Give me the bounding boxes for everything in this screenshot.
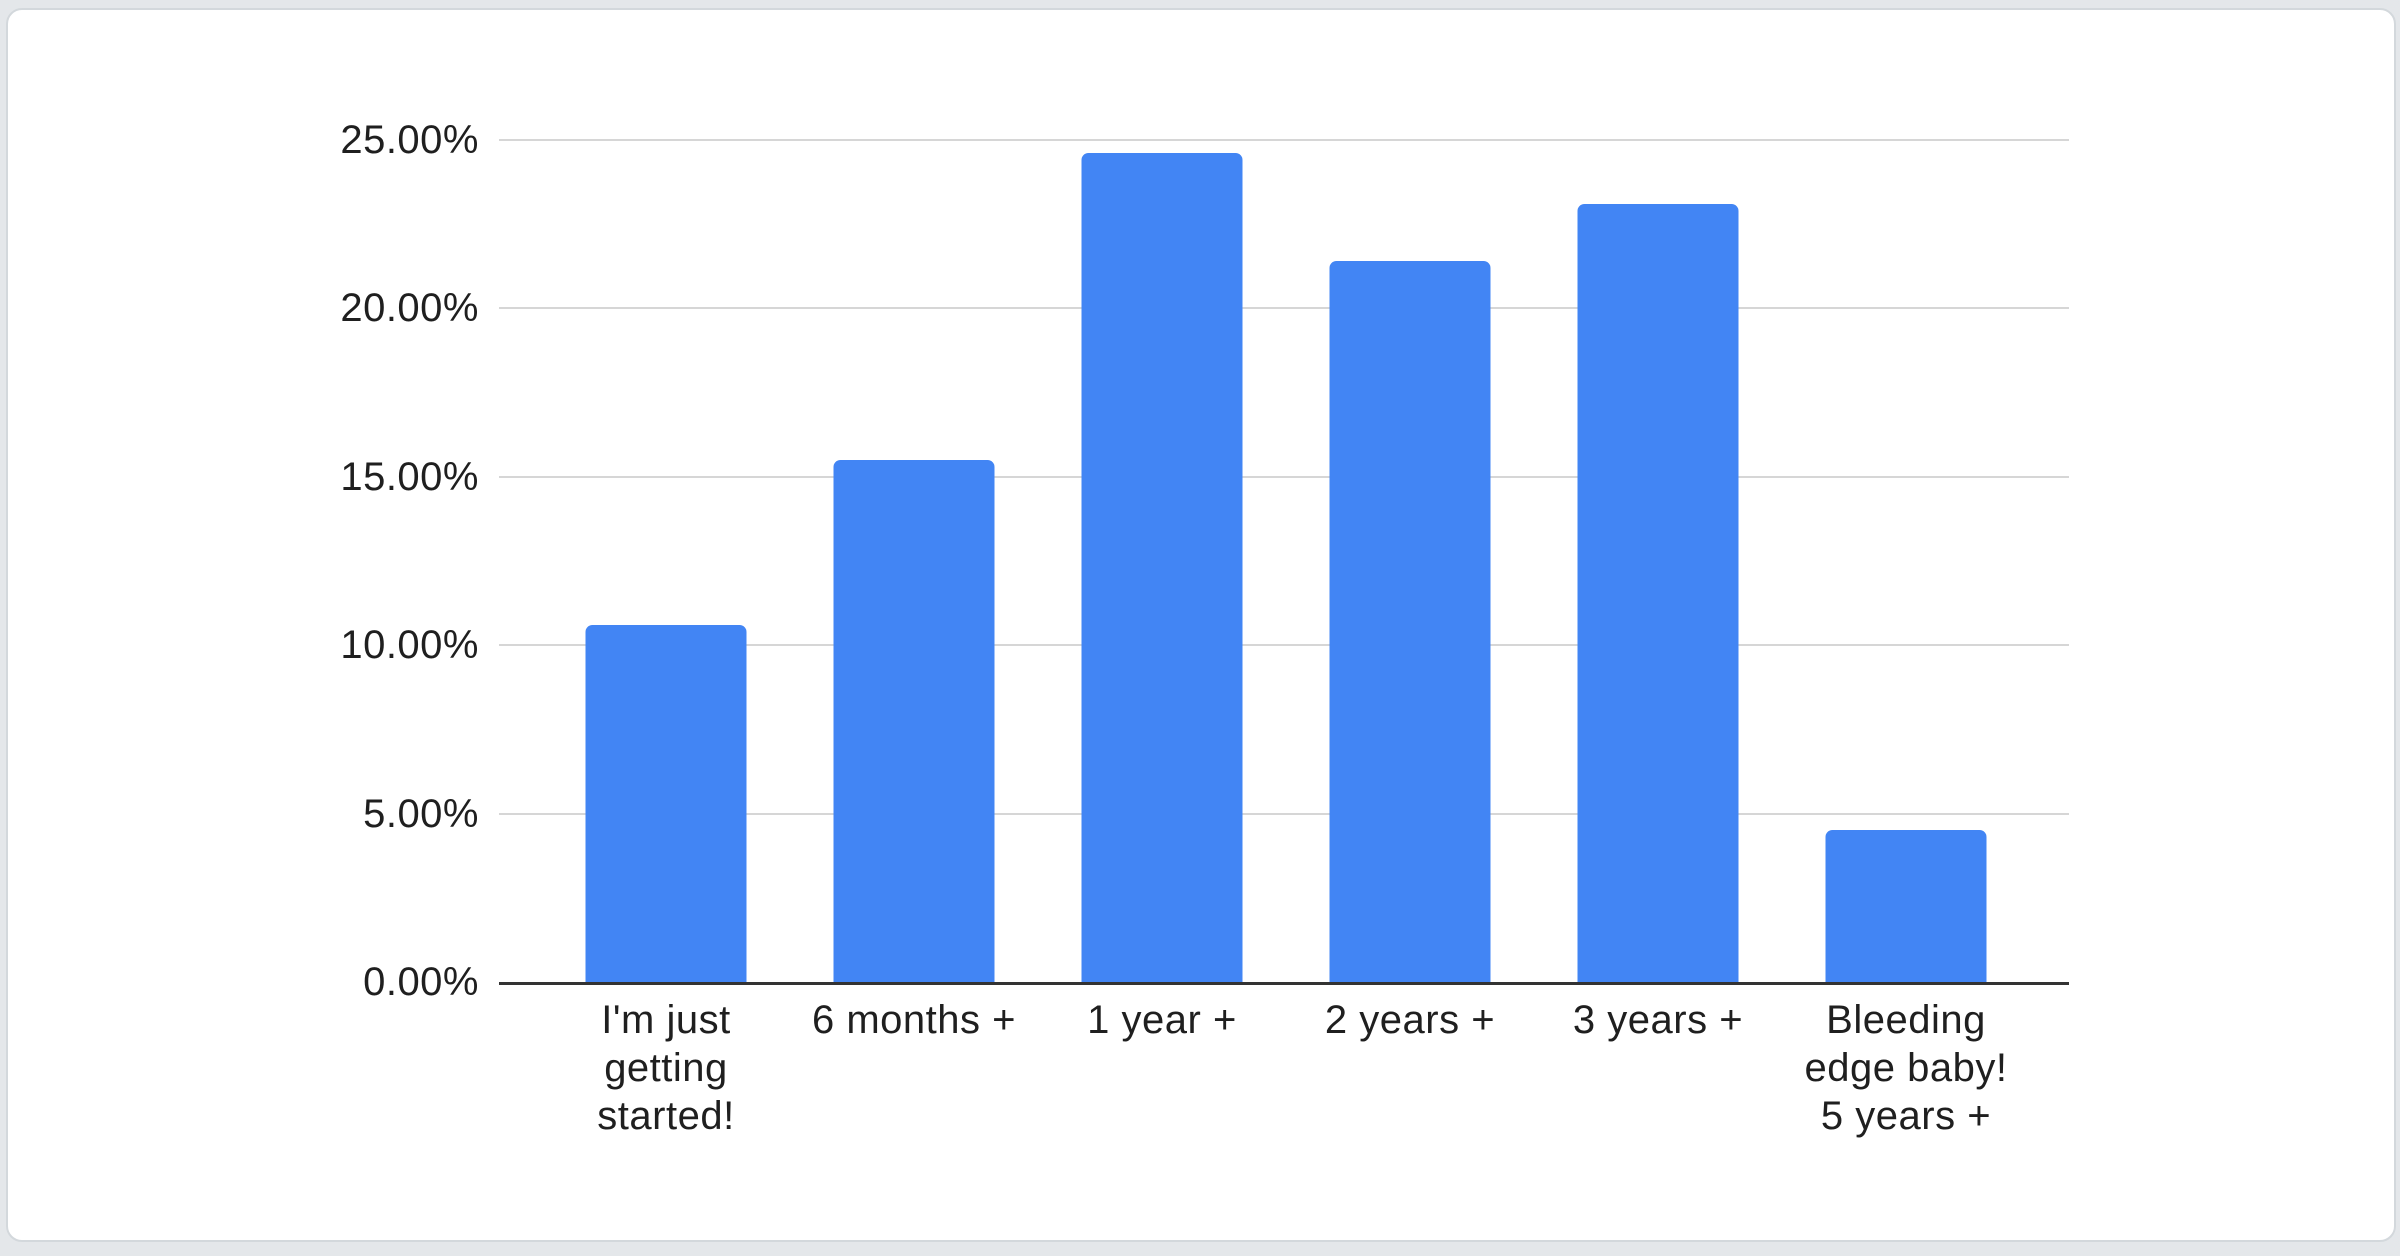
x-axis: I'm just getting started! 6 months + 1 yea… [499,996,2069,1196]
gridline [499,139,2069,141]
bar-6[interactable] [1825,830,1987,982]
gridline [499,644,2069,647]
y-axis-tick-label: 15.00% [340,454,479,499]
x-axis-tick-label: 3 years + [1572,998,1744,1042]
x-axis-tick-label: Bleeding edge baby! 5 years + [1804,998,2008,1138]
chart-card: 0.00% 5.00% 10.00% 15.00% 20.00% 25.00% I'm j… [6,8,2396,1242]
bar-chart: 0.00% 5.00% 10.00% 15.00% 20.00% 25.00% I'm j… [8,10,2394,1240]
y-axis-tick-label: 0.00% [363,960,479,1004]
x-axis-tick-label: 1 year + [1087,998,1237,1042]
bar-3[interactable] [1081,153,1243,982]
y-axis-tick-label: 10.00% [340,623,479,668]
gridline [499,475,2069,478]
x-axis-tick-label: 6 months + [811,998,1016,1042]
gridline [499,307,2069,310]
y-axis-tick-label: 5.00% [363,791,479,836]
bar-2[interactable] [833,459,995,982]
x-axis-tick-label: I'm just getting started! [597,998,735,1138]
y-axis: 0.00% 5.00% 10.00% 15.00% 20.00% 25.00% [8,120,479,1002]
y-axis-tick-label: 25.00% [340,118,479,162]
y-axis-tick-label: 20.00% [340,286,479,331]
x-axis-tick-label: 2 years + [1324,998,1496,1042]
bar-5[interactable] [1577,204,1739,982]
bar-1[interactable] [585,625,747,982]
bar-4[interactable] [1329,261,1491,982]
plot-area [499,139,2069,985]
gridline [499,812,2069,815]
